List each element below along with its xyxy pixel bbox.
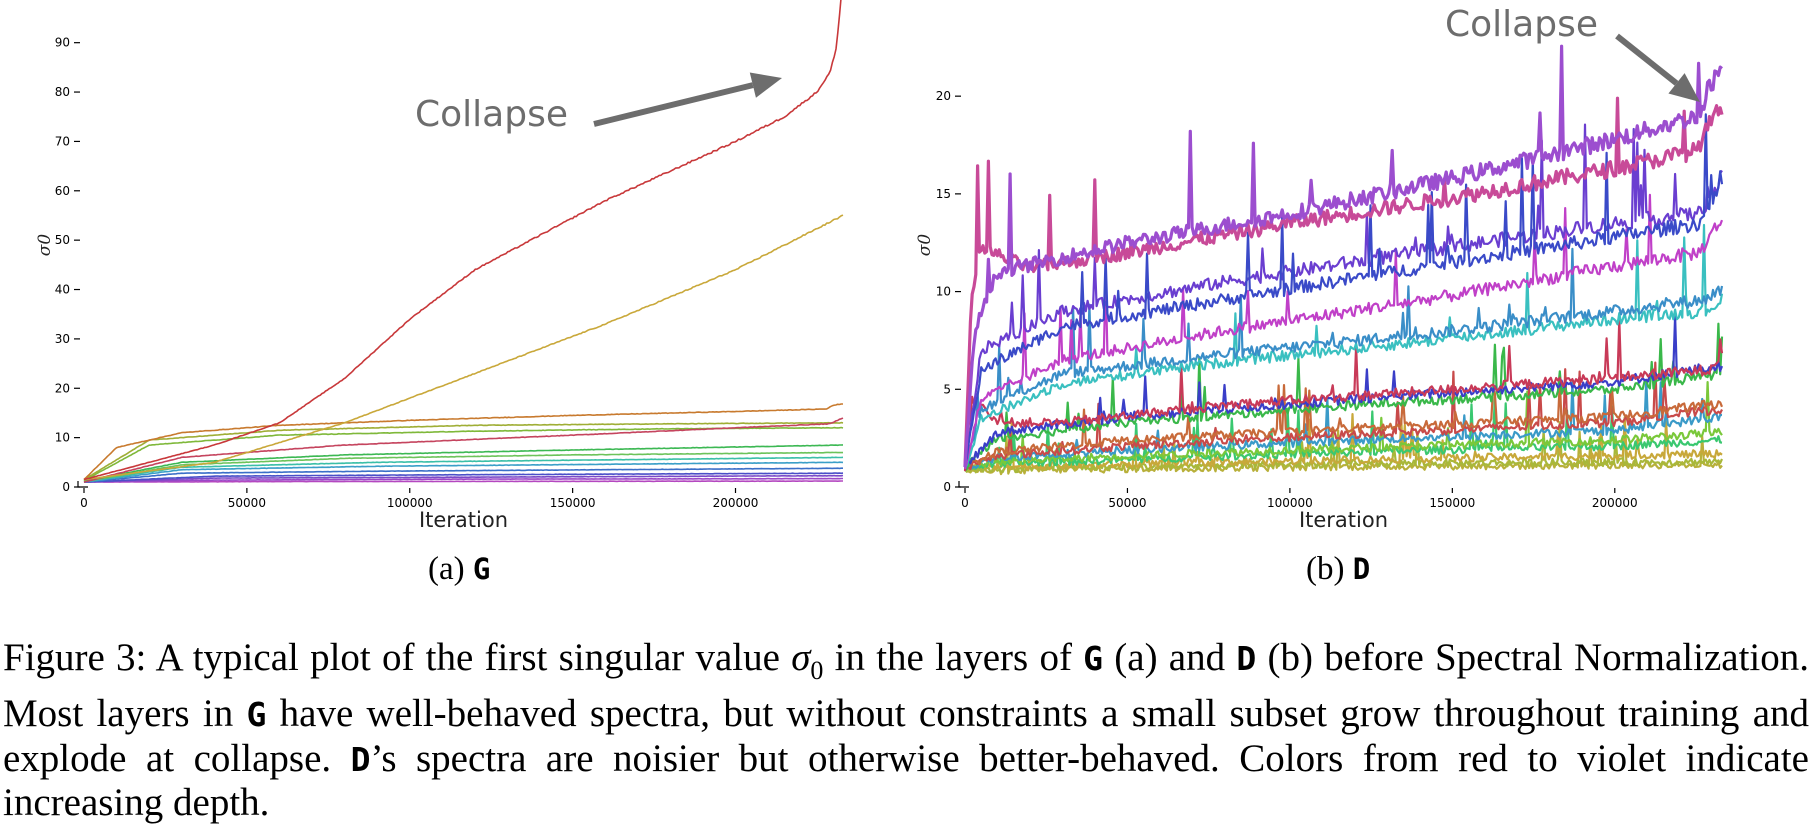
series-line-layer-11 bbox=[964, 379, 1724, 472]
series-line-layer-02 bbox=[83, 214, 844, 481]
caption-g-symbol: G bbox=[1083, 639, 1104, 678]
x-tick-label: 200000 bbox=[713, 496, 759, 510]
axis-corner bbox=[77, 481, 88, 488]
y-tick-label: 90 bbox=[55, 36, 70, 50]
subcaption-a-label: (a) bbox=[428, 551, 465, 587]
subcaption-b: (b) D bbox=[1306, 551, 1370, 588]
y-axis-label: σ0 bbox=[35, 234, 55, 257]
series-line-layer-05 bbox=[963, 193, 1724, 470]
y-tick-label: 40 bbox=[55, 283, 70, 297]
series-line-layer-06 bbox=[963, 247, 1724, 469]
plot-area bbox=[963, 44, 1724, 476]
series-line-layer-04 bbox=[963, 123, 1723, 466]
series-line-layer-15 bbox=[83, 480, 843, 483]
series-line-layer-11 bbox=[83, 467, 843, 483]
collapse-annotation-label: Collapse bbox=[415, 94, 568, 135]
y-tick-label: 70 bbox=[55, 134, 70, 148]
x-tick-label: 150000 bbox=[1429, 496, 1475, 510]
y-tick-label: 15 bbox=[936, 187, 951, 201]
series-line-layer-13 bbox=[83, 474, 844, 483]
collapse-arrow-head bbox=[749, 72, 782, 98]
series-line-layer-03 bbox=[963, 113, 1724, 465]
series-line-layer-12 bbox=[963, 361, 1723, 471]
x-axis-label: Iteration bbox=[1299, 508, 1388, 532]
series-line-layer-14 bbox=[963, 381, 1723, 471]
collapse-arrow-shaft bbox=[1615, 33, 1679, 86]
y-tick-label: 50 bbox=[55, 233, 70, 247]
y-tick-label: 10 bbox=[55, 431, 70, 445]
caption-sigma: σ0 bbox=[791, 636, 823, 685]
series-line-layer-15 bbox=[964, 396, 1723, 472]
x-tick-label: 150000 bbox=[550, 496, 596, 510]
y-tick-label: 5 bbox=[943, 382, 951, 396]
subcaption-b-label: (b) bbox=[1306, 551, 1345, 587]
caption-sigma-glyph: σ bbox=[791, 636, 811, 679]
x-tick-label: 0 bbox=[961, 496, 969, 510]
series-line-layer-08 bbox=[963, 318, 1724, 472]
series-line-layer-09 bbox=[83, 456, 844, 483]
caption-d-symbol: D bbox=[1236, 639, 1257, 678]
caption-figure-label: Figure 3: bbox=[3, 636, 147, 679]
caption-text-1: A typical plot of the first singular val… bbox=[155, 636, 780, 679]
series-line-layer-01 bbox=[963, 44, 1723, 468]
series-line-layer-03 bbox=[83, 403, 843, 481]
y-tick-label: 60 bbox=[55, 184, 70, 198]
caption-sigma-sub: 0 bbox=[810, 655, 824, 685]
series-line-layer-04 bbox=[83, 417, 844, 483]
chart-g: 0 10 20 30 40 50 60 70 80 90 0 50000 100000 150000 200… bbox=[35, 0, 844, 532]
y-tick-label: 0 bbox=[943, 480, 951, 494]
y-tick-label: 80 bbox=[55, 85, 70, 99]
series-line-layer-01 bbox=[83, 0, 842, 481]
x-tick-label: 50000 bbox=[1108, 496, 1146, 510]
collapse-annotation-label: Collapse bbox=[1445, 4, 1598, 45]
series-line-layer-07 bbox=[83, 444, 844, 482]
collapse-arrow-head bbox=[1668, 73, 1700, 102]
caption-text-5: have well-behaved spectra, but without c… bbox=[3, 692, 1809, 780]
plot-area bbox=[83, 0, 844, 483]
caption-text-4: (b) before Spectral Normalization. Most … bbox=[3, 636, 1809, 736]
series-line-layer-18 bbox=[964, 416, 1723, 476]
subcaption-a-symbol: G bbox=[472, 552, 491, 586]
x-tick-label: 100000 bbox=[387, 496, 433, 510]
x-axis-label: Iteration bbox=[419, 508, 508, 532]
caption-text-2: in the layers of bbox=[834, 636, 1072, 679]
y-tick-label: 30 bbox=[55, 332, 70, 346]
y-tick-label: 20 bbox=[55, 381, 70, 395]
caption-d-symbol-2: D bbox=[350, 739, 371, 779]
caption-text-6: ’s spectra are noisier but otherwise bet… bbox=[3, 736, 1809, 825]
series-line-layer-16 bbox=[964, 413, 1723, 471]
y-tick-label: 20 bbox=[936, 89, 951, 103]
figure-caption: Figure 3: A typical plot of the first si… bbox=[3, 636, 1809, 825]
series-line-layer-14 bbox=[83, 477, 843, 483]
x-tick-label: 0 bbox=[80, 496, 88, 510]
caption-g-symbol-2: G bbox=[246, 695, 267, 735]
y-tick-label: 10 bbox=[936, 285, 951, 299]
series-line-layer-12 bbox=[83, 472, 844, 483]
x-tick-label: 100000 bbox=[1267, 496, 1313, 510]
chart-d: 0 5 10 15 20 0 50000 100000 150000 200000 Iteratio… bbox=[915, 4, 1724, 532]
subcaption-a: (a) G bbox=[428, 551, 490, 588]
x-tick-label: 200000 bbox=[1592, 496, 1638, 510]
series-line-layer-05 bbox=[83, 421, 844, 481]
x-tick-label: 50000 bbox=[228, 496, 266, 510]
subcaption-b-symbol: D bbox=[1352, 552, 1371, 586]
y-axis-label: σ0 bbox=[915, 234, 935, 257]
series-line-layer-10 bbox=[83, 461, 844, 483]
y-tick-label: 0 bbox=[62, 480, 70, 494]
axis-corner bbox=[958, 481, 969, 488]
collapse-arrow-shaft bbox=[593, 82, 754, 127]
caption-text-3: (a) and bbox=[1114, 636, 1226, 679]
series-line-layer-17 bbox=[963, 421, 1724, 474]
